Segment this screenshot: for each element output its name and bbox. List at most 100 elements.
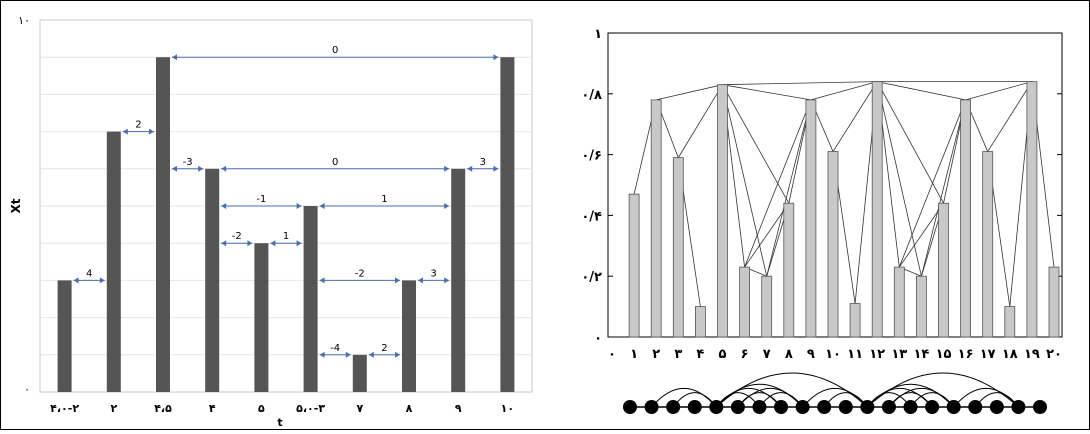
left-bar [303, 206, 318, 392]
right-bar [739, 266, 750, 338]
right-bar [960, 99, 971, 338]
visibility-link [898, 203, 944, 268]
right-y-tick-label: ۱ [594, 27, 602, 42]
left-arrowhead [296, 203, 302, 209]
network-node [752, 400, 767, 414]
left-bar [254, 243, 269, 392]
left-arrowhead [395, 277, 400, 284]
left-arrowhead [221, 165, 227, 172]
left-annotation-label: 3 [480, 157, 486, 168]
left-y-tick-label: ۱۰ [18, 14, 30, 27]
right-x-tick-label: ۱۵ [936, 347, 952, 362]
left-arrowhead [296, 240, 302, 247]
right-x-tick-label: ۷ [763, 347, 771, 362]
right-bar [695, 306, 706, 338]
right-y-tick-label: ۰/۲ [581, 270, 602, 285]
left-x-tick-label: ۲ [110, 402, 117, 415]
left-annotation-label: -2 [355, 268, 365, 279]
right-bar [827, 151, 839, 338]
left-arrowhead [99, 277, 105, 284]
visibility-link [921, 99, 966, 277]
visibility-link [656, 84, 723, 101]
left-arrowhead [418, 277, 423, 284]
visibility-link [744, 203, 790, 268]
right-visibility-chart: ۰۰/۲۰/۴۰/۶۰/۸۱۰ ۱ ۲ ۳ ۴ ۵ ۶ ۷ ۸ ۹ ۱۰ ۱۱ ۱۲ ۱۳ ۱۴ ۱۵ ۱۶ ۱۷… [581, 27, 1063, 362]
network-node [623, 400, 637, 414]
right-x-tick-label: ۳ [674, 347, 682, 362]
network-node [687, 400, 702, 414]
network-node [860, 400, 875, 414]
left-bar [451, 168, 466, 392]
left-arrowhead [198, 165, 204, 172]
left-bar [402, 280, 416, 392]
right-x-tick-label: ۱۹ [1024, 347, 1040, 362]
left-arrowhead [395, 351, 400, 358]
network-node [817, 400, 832, 414]
left-arrowhead [319, 277, 325, 284]
right-x-tick-label: ۱۰ [825, 347, 841, 362]
left-x-tick-label: ۵ [258, 402, 265, 415]
left-annotation-label: 3 [430, 268, 436, 279]
visibility-link [744, 99, 812, 268]
visibility-network [623, 372, 1047, 414]
right-x-tick-label: ۵ [719, 347, 727, 362]
network-node [730, 400, 745, 414]
right-bar [650, 99, 662, 338]
left-y-tick-label: ۰ [24, 383, 30, 396]
visibility-link [722, 84, 811, 101]
network-node [925, 400, 940, 414]
left-bar [57, 280, 72, 392]
left-annotation-label: -1 [256, 194, 266, 205]
visibility-link [677, 84, 723, 158]
left-annotation-label: -4 [330, 343, 340, 354]
right-bar [982, 151, 994, 338]
left-arrowhead [172, 165, 177, 172]
visibility-link [965, 81, 1033, 101]
right-bar [783, 202, 795, 338]
left-bar [106, 131, 121, 392]
left-arrowhead [493, 54, 499, 61]
visibility-link [722, 81, 878, 86]
right-bar [916, 275, 927, 338]
left-arrowhead [493, 165, 499, 172]
left-arrowhead [319, 351, 325, 358]
left-annotation-label: 4 [86, 268, 92, 279]
right-bar [938, 202, 949, 338]
right-x-tick-label: ۴ [696, 347, 704, 362]
left-arrowhead [270, 240, 276, 247]
right-bar [1048, 266, 1060, 338]
right-x-tick-label: ۱۴ [913, 347, 929, 362]
right-x-tick-label: ۱۷ [980, 347, 996, 362]
network-node [644, 400, 659, 414]
left-annotation-label: -2 [232, 231, 242, 242]
network-node [1033, 400, 1047, 414]
left-x-tick-label: ۴ [209, 402, 216, 415]
left-arrowhead [319, 203, 325, 209]
left-bar [205, 168, 220, 392]
network-node [838, 400, 853, 414]
left-annotation-label: 0 [332, 157, 338, 168]
right-x-tick-label: ۲۰ [1046, 347, 1062, 362]
visibility-link [987, 81, 1033, 152]
left-x-tick-label: ۸ [406, 402, 413, 415]
left-arrowhead [221, 240, 227, 247]
visibility-link [877, 81, 966, 101]
network-node [946, 400, 961, 414]
right-x-tick-label: ۱۱ [847, 347, 863, 362]
right-bar [628, 193, 640, 338]
network-node [903, 400, 918, 414]
network-node [795, 400, 810, 414]
left-x-tick-label: ۱۰ [501, 402, 514, 415]
right-bar [1004, 306, 1016, 338]
left-x-tick-label: ۹ [455, 402, 462, 415]
left-annotation-label: 1 [381, 194, 387, 205]
left-arrowhead [444, 165, 450, 172]
left-x-tick-label: ۴،۰-۲ [50, 402, 79, 415]
left-bar [500, 57, 515, 392]
left-arrowhead [73, 277, 79, 284]
left-bar [352, 354, 367, 392]
right-bar [1026, 81, 1038, 338]
visibility-link [876, 81, 922, 277]
left-arrowhead [149, 128, 154, 135]
network-node [881, 400, 896, 414]
